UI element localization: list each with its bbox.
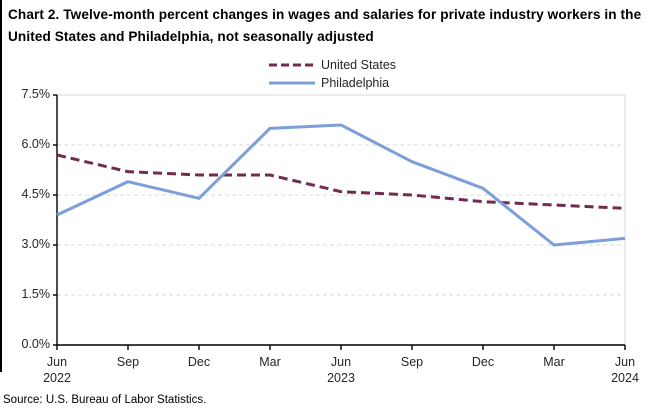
y-axis-label: 0.0% xyxy=(21,337,51,351)
y-axis-label: 1.5% xyxy=(21,287,51,301)
series-line-philadelphia xyxy=(56,123,626,247)
y-axis-label: 7.5% xyxy=(21,87,51,101)
y-axis-label: 6.0% xyxy=(21,137,51,151)
legend-label-philadelphia: Philadelphia xyxy=(321,76,390,90)
x-axis-label: Jun 2022 xyxy=(43,355,71,386)
source-note: Source: U.S. Bureau of Labor Statistics. xyxy=(3,394,207,406)
legend-item-philadelphia: Philadelphia xyxy=(268,74,396,92)
x-axis-label: Dec xyxy=(187,355,211,369)
series-line-united-states xyxy=(56,153,626,210)
x-axis-label: Mar xyxy=(259,355,281,369)
philadelphia-line-swatch-icon xyxy=(269,81,315,85)
x-axis-label: Sep xyxy=(116,355,140,369)
legend-label-united-states: United States xyxy=(321,58,397,72)
chart-legend: United States Philadelphia xyxy=(268,56,396,92)
x-axis-label: Dec xyxy=(471,355,495,369)
x-axis-label: Mar xyxy=(543,355,565,369)
y-axis-label: 4.5% xyxy=(21,187,51,201)
chart-title: Chart 2. Twelve-month percent changes in… xyxy=(8,7,642,44)
legend-item-united-states: United States xyxy=(268,56,396,74)
y-axis-label: 3.0% xyxy=(21,237,51,251)
plot-area-border xyxy=(56,94,626,346)
panel-left-border xyxy=(0,0,2,372)
x-axis-label: Jun 2024 xyxy=(611,355,639,386)
x-axis-label: Jun 2023 xyxy=(327,355,355,386)
united-states-line-swatch-icon xyxy=(269,63,315,67)
x-axis-label: Sep xyxy=(400,355,424,369)
